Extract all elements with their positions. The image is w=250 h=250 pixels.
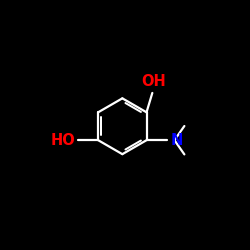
Text: N: N [170,133,182,148]
Text: OH: OH [142,74,166,90]
Text: HO: HO [51,133,76,148]
